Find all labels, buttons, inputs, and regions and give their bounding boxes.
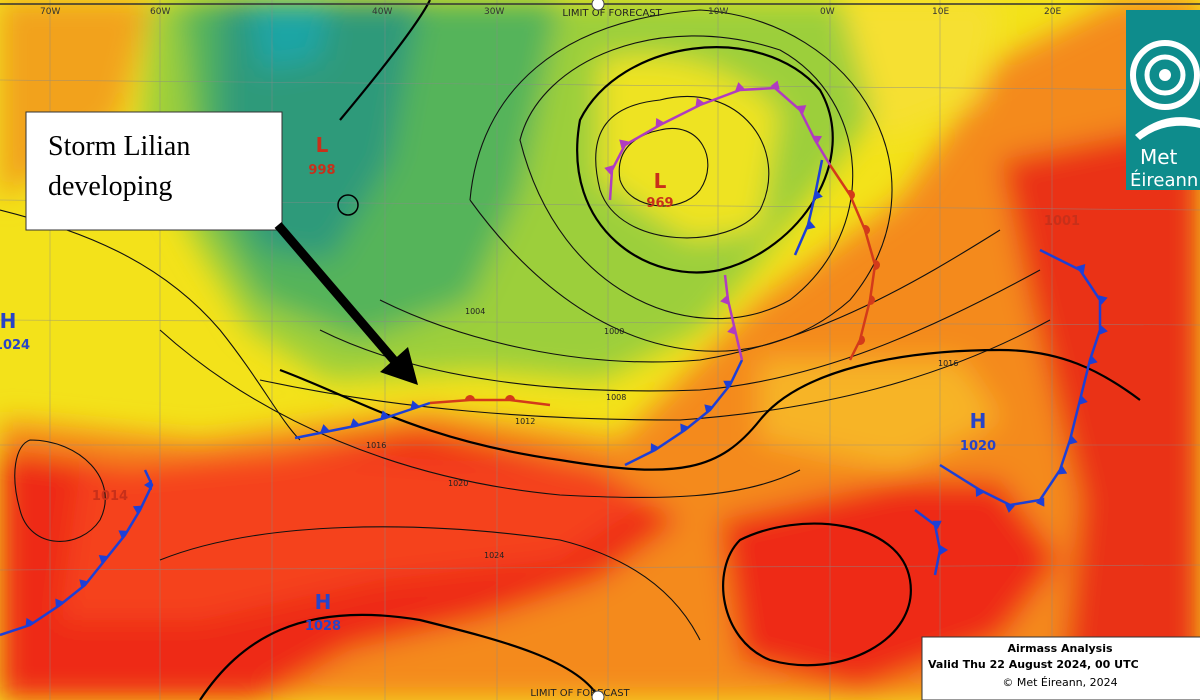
caption: Airmass Analysis Valid Thu 22 August 202… <box>921 636 1200 700</box>
longitude-label: 20E <box>1044 7 1061 17</box>
longitude-label: 0W <box>820 7 835 17</box>
annotation-line: developing <box>48 171 172 202</box>
pressure-centres: L 998 L 969 H 1024 H 1028 H 1020 1014 10… <box>0 133 1080 634</box>
isobar-labels: 1004 1000 1008 1012 1016 1020 1024 1016 <box>366 307 958 560</box>
longitude-label: 10W <box>708 7 728 17</box>
forecast-limit-label: LIMIT OF FORECAST <box>562 8 662 19</box>
centre-value: 1020 <box>960 439 996 454</box>
isobar-label: 1008 <box>606 393 626 402</box>
centre-letter: L <box>316 133 329 157</box>
longitude-label: 30W <box>484 7 504 17</box>
longitude-label: 10E <box>932 7 949 17</box>
isobar-label: 1012 <box>515 417 535 426</box>
centre-letter: H <box>0 309 16 333</box>
centre-letter: H <box>315 590 332 614</box>
centre-letter: H <box>970 409 987 433</box>
caption-title: Airmass Analysis <box>1007 642 1113 655</box>
logo-text: Met <box>1140 145 1178 169</box>
longitude-label: 70W <box>40 7 60 17</box>
fronts <box>0 80 1108 637</box>
longitude-label: 60W <box>150 7 170 17</box>
isobar-label: 1000 <box>604 327 624 336</box>
isobar-label: 1016 <box>938 359 958 368</box>
centre-value: 1028 <box>305 619 341 634</box>
logo: Met Éireann <box>1126 10 1200 191</box>
caption-copyright: © Met Éireann, 2024 <box>1002 676 1117 689</box>
forecast-limit-label: LIMIT OF FORECAST <box>530 688 630 699</box>
centre-letter: L <box>654 169 667 193</box>
centre-value: 998 <box>308 163 335 178</box>
isobar-label: 1004 <box>465 307 485 316</box>
annotation-line: Storm Lilian developing <box>48 131 190 202</box>
centre-value: 969 <box>646 196 673 211</box>
isobar-label: 1024 <box>484 551 504 560</box>
logo-text: Éireann <box>1130 169 1198 191</box>
low-value: 1001 <box>1044 214 1080 229</box>
longitude-label: 40W <box>372 7 392 17</box>
caption-valid: Valid Thu 22 August 2024, 00 UTC <box>928 658 1139 671</box>
low-value: 1014 <box>92 489 128 504</box>
annotation-line: Storm Lilian <box>48 131 190 162</box>
annotation: Storm Lilian developing <box>25 111 418 385</box>
centre-value: 1024 <box>0 338 30 353</box>
handle <box>591 690 605 700</box>
handle <box>591 0 605 11</box>
isobar-label: 1020 <box>448 479 468 488</box>
isobar-label: 1016 <box>366 441 386 450</box>
longitude-labels: 70W 60W 40W 30W 10W 0W 10E 20E <box>40 7 1061 17</box>
